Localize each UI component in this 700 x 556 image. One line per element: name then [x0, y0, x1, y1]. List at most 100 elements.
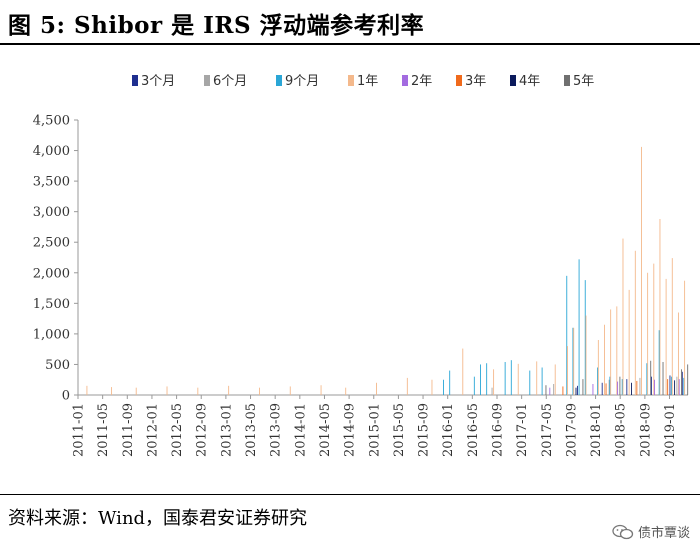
y-tick-label: 1,000: [33, 327, 70, 342]
bar: [674, 380, 676, 395]
bar: [650, 360, 652, 395]
x-tick-label: 2018-05: [614, 403, 629, 457]
bar: [549, 387, 551, 395]
bar: [681, 369, 682, 395]
bar: [567, 346, 568, 395]
bar: [111, 387, 113, 395]
x-tick-label: 2012-01: [145, 403, 160, 457]
bar: [536, 361, 538, 395]
bar: [443, 379, 444, 395]
legend-label: 4年: [519, 74, 540, 89]
bar: [582, 379, 584, 395]
legend-label: 1年: [357, 74, 378, 89]
y-tick-label: 3,000: [33, 205, 70, 220]
bar: [619, 376, 621, 395]
x-tick-label: 2013-05: [244, 403, 259, 457]
bar: [597, 367, 599, 395]
x-tick-label: 2014-05: [318, 403, 333, 457]
x-tick-label: 2015-09: [417, 403, 432, 457]
bar: [641, 146, 642, 395]
bar: [684, 280, 686, 395]
legend-swatch: [510, 75, 516, 86]
title-rule: [0, 43, 700, 45]
bar: [621, 379, 623, 395]
x-tick-label: 2013-01: [219, 403, 234, 457]
x-tick-label: 2016-05: [466, 403, 481, 457]
bar: [562, 386, 564, 395]
bar: [486, 363, 488, 395]
bar: [678, 379, 680, 395]
bar: [610, 309, 612, 395]
bar: [605, 383, 607, 395]
source-rule: [0, 494, 700, 495]
bar: [572, 327, 574, 395]
bar: [135, 387, 137, 395]
x-tick-label: 2017-05: [540, 403, 555, 457]
bar: [617, 381, 619, 395]
y-axis: 0 500 1,000 1,500 2,000 2,500 3,000 3,500 4,000 4…: [33, 114, 79, 404]
bar: [573, 327, 575, 395]
bar: [406, 377, 408, 395]
bar: [676, 376, 678, 395]
bar: [609, 376, 611, 395]
bar: [510, 360, 512, 395]
wechat-icon: [612, 524, 634, 539]
bar: [584, 280, 586, 395]
chart-bars: [86, 146, 689, 395]
legend-label: 6个月: [213, 74, 247, 89]
bar: [622, 238, 624, 395]
bar: [634, 250, 636, 395]
legend-swatch: [402, 75, 408, 86]
bar: [553, 384, 555, 395]
bar: [575, 387, 577, 395]
bar: [653, 263, 655, 395]
bar: [197, 387, 199, 395]
bar: [681, 371, 683, 395]
legend-label: 2年: [411, 74, 432, 89]
y-tick-label: 1,500: [33, 297, 70, 312]
bar: [491, 387, 493, 395]
legend-swatch: [348, 75, 354, 86]
bar: [493, 369, 495, 395]
bar: [687, 364, 689, 395]
x-axis: 2011-01 2011-05 2011-09 2012-01 2012-05 2012-…: [72, 394, 688, 457]
bar: [541, 367, 543, 395]
shibor-irs-chart: 3个月 6个月 9个月 1年 2年 3年 4年 5年 0 500 1,000 1,500 2,000 2…: [33, 74, 689, 457]
bar: [228, 385, 230, 395]
bar: [320, 385, 322, 395]
bar: [662, 362, 664, 395]
x-tick-label: 2019-01: [663, 403, 678, 457]
x-tick-label: 2011-01: [72, 403, 87, 457]
bar: [669, 375, 671, 395]
figure-title: 图 5: Shibor 是 IRS 浮动端参考利率: [8, 12, 425, 39]
chart-legend: 3个月 6个月 9个月 1年 2年 3年 4年 5年: [132, 74, 594, 89]
bar: [636, 380, 638, 395]
bar: [578, 259, 580, 395]
bar: [601, 382, 603, 395]
bar: [585, 315, 587, 395]
y-tick-label: 0: [62, 389, 70, 404]
bar: [628, 289, 630, 395]
bar: [462, 348, 464, 395]
x-tick-label: 2013-09: [269, 403, 284, 457]
bar: [631, 382, 632, 395]
x-tick-label: 2018-09: [638, 403, 653, 457]
bar: [658, 330, 660, 395]
y-tick-label: 3,500: [33, 175, 70, 190]
bar: [646, 363, 648, 395]
legend-label: 9个月: [285, 74, 319, 89]
x-tick-label: 2017-01: [515, 403, 530, 457]
bar: [626, 379, 628, 395]
bar: [651, 376, 652, 395]
x-tick-label: 2011-05: [96, 403, 111, 457]
bar: [289, 386, 291, 395]
watermark-text: 债市覃谈: [637, 526, 690, 541]
y-tick-label: 500: [45, 358, 70, 373]
x-tick-label: 2016-09: [490, 403, 505, 457]
y-tick-label: 4,000: [33, 144, 70, 159]
bar: [376, 382, 377, 395]
bar: [529, 370, 531, 395]
bar: [677, 312, 679, 395]
bar: [566, 275, 568, 395]
x-tick-label: 2014-09: [343, 403, 358, 457]
